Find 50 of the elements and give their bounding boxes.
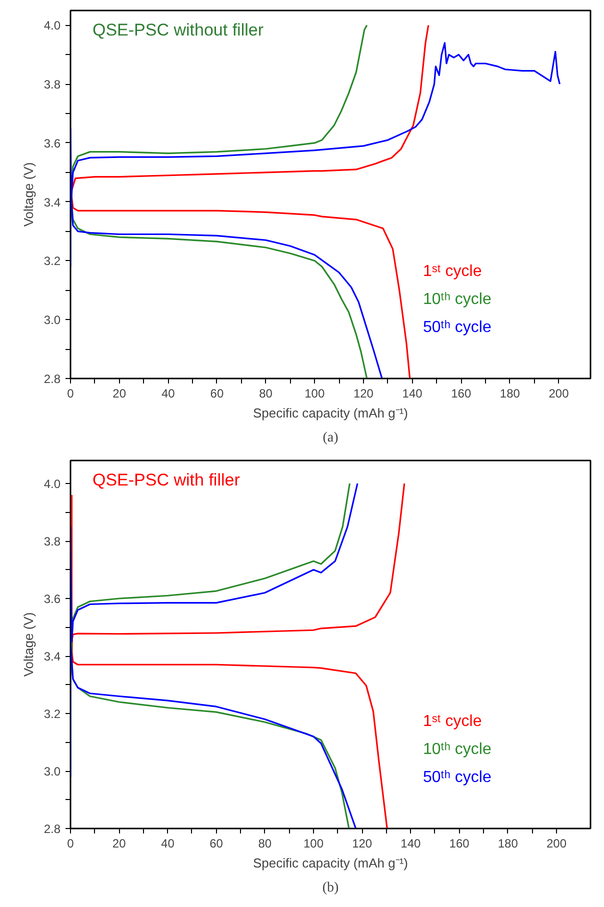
y-tick-label: 3.8 xyxy=(44,78,61,92)
y-tick-label: 3.8 xyxy=(44,534,61,548)
text: 50ᵗʰ cycle xyxy=(423,319,492,337)
text: 50ᵗʰ cycle xyxy=(423,769,492,787)
x-axis-title: Specific capacity (mAh g⁻¹) xyxy=(253,406,408,420)
y-tick-label: 3.2 xyxy=(44,707,61,721)
x-tick-label: 80 xyxy=(258,836,272,850)
x-tick-label: 140 xyxy=(400,836,422,850)
x-tick-label: 60 xyxy=(210,836,224,850)
y-axis-title: Voltage (V) xyxy=(20,162,36,227)
y-tick-label: 3.4 xyxy=(44,195,61,210)
y-tick-label: 2.8 xyxy=(44,822,61,836)
x-axis-title: Specific capacity (mAh g⁻¹) xyxy=(253,856,408,870)
x-tick-label: 160 xyxy=(451,386,472,400)
x-tick-label: 200 xyxy=(548,386,570,400)
x-tick-label: 100 xyxy=(304,386,325,400)
y-tick-label: 3.0 xyxy=(44,313,61,328)
text: (b) xyxy=(322,880,339,896)
y-tick-label: 3.6 xyxy=(44,136,61,150)
x-tick-label: 120 xyxy=(352,836,372,850)
x-tick-label: 200 xyxy=(546,836,567,850)
x-tick-label: 80 xyxy=(259,386,273,400)
text: 1ˢᵗ cycle xyxy=(423,263,482,281)
text: QSE-PSC with filler xyxy=(92,470,240,490)
y-tick-label: 3.0 xyxy=(44,764,61,778)
y-tick-label: 3.2 xyxy=(44,254,61,268)
x-tick-label: 180 xyxy=(500,386,520,400)
x-tick-label: 100 xyxy=(303,836,324,850)
x-tick-label: 20 xyxy=(112,386,126,400)
x-tick-label: 140 xyxy=(402,386,423,400)
x-tick-label: 0 xyxy=(67,836,74,850)
y-tick-label: 2.8 xyxy=(44,372,61,386)
y-tick-label: 4.0 xyxy=(44,18,61,33)
x-tick-label: 0 xyxy=(67,386,74,400)
text: QSE-PSC without filler xyxy=(92,20,264,40)
y-tick-label: 3.6 xyxy=(44,592,61,606)
x-tick-label: 40 xyxy=(161,386,176,400)
x-tick-label: 180 xyxy=(498,836,518,850)
x-tick-label: 20 xyxy=(112,836,126,850)
y-axis-title: Voltage (V) xyxy=(20,612,36,677)
text: 10ᵗʰ cycle xyxy=(423,741,492,759)
x-tick-label: 160 xyxy=(449,836,470,850)
x-tick-label: 120 xyxy=(353,386,374,400)
y-tick-label: 3.4 xyxy=(44,650,61,664)
x-tick-label: 40 xyxy=(161,836,175,850)
y-tick-label: 4.0 xyxy=(44,477,61,491)
x-tick-label: 60 xyxy=(210,386,224,400)
text: 10ᵗʰ cycle xyxy=(423,291,492,309)
text: 1ˢᵗ cycle xyxy=(423,713,482,731)
text: (a) xyxy=(322,430,339,446)
